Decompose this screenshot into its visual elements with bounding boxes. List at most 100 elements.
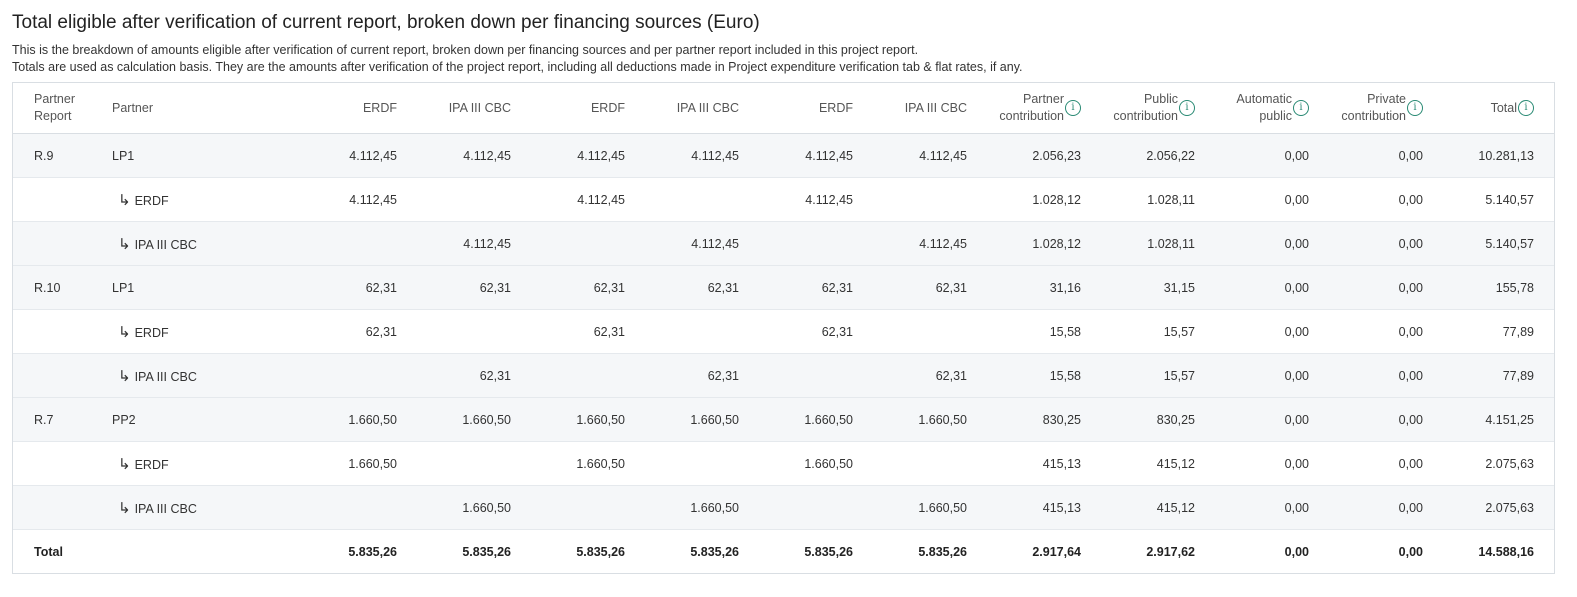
table-row-fund-breakdown: ↳ IPA III CBC 4.112,45 4.112,45 4.112,45 1.02… — [13, 221, 1554, 266]
col-header-automatic-public-line2: public — [1259, 109, 1292, 123]
table-row-partner-report: R.9 LP1 4.112,45 4.112,45 4.112,45 4.112,45 4.… — [13, 133, 1554, 178]
cell-c6 — [861, 177, 975, 222]
cell-priv: 0,00 — [1317, 441, 1431, 486]
table-row-fund-breakdown: ↳ IPA III CBC 62,31 62,31 62,31 15,58 15,57 0,0… — [13, 353, 1554, 398]
cell-c2 — [405, 177, 519, 222]
cell-pub: 15,57 — [1089, 309, 1203, 354]
info-icon[interactable]: i — [1293, 100, 1309, 116]
cell-pub: 1.028,11 — [1089, 221, 1203, 266]
cell-c3: 4.112,45 — [519, 133, 633, 178]
cell-c5: 1.660,50 — [747, 397, 861, 442]
cell-total: 2.075,63 — [1431, 485, 1554, 530]
sub-arrow-icon: ↳ — [118, 234, 131, 253]
cell-partner-label: LP1 — [112, 280, 135, 295]
cell-auto: 0,00 — [1203, 221, 1317, 266]
financing-breakdown-table: Partner Report Partner ERDF IPA III CBC … — [13, 83, 1554, 573]
cell-c4: 4.112,45 — [633, 133, 747, 178]
cell-total-c2: 5.835,26 — [462, 544, 511, 559]
cell-partner-label: ERDF — [134, 457, 169, 472]
cell-partner-label: ERDF — [134, 325, 169, 340]
cell-c3: 62,31 — [519, 265, 633, 310]
cell-total: 4.151,25 — [1431, 397, 1554, 442]
col-header-erdf: ERDF — [302, 83, 405, 134]
cell-c5 — [747, 485, 861, 530]
cell-total-label: Total — [34, 544, 63, 559]
cell-total-total: 14.588,16 — [1478, 544, 1534, 559]
cell-c3 — [519, 485, 633, 530]
cell-auto: 0,00 — [1203, 309, 1317, 354]
cell-auto: 0,00 — [1203, 353, 1317, 398]
cell-c1: 4.112,45 — [302, 133, 405, 178]
sub-arrow-icon: ↳ — [118, 454, 131, 473]
cell-c1 — [302, 353, 405, 398]
cell-auto: 0,00 — [1203, 485, 1317, 530]
cell-pub: 830,25 — [1089, 397, 1203, 442]
cell-pub: 415,12 — [1089, 441, 1203, 486]
cell-priv: 0,00 — [1317, 353, 1431, 398]
col-header-partner-contribution-line2: contribution — [999, 109, 1064, 123]
cell-pc: 15,58 — [975, 353, 1089, 398]
cell-partner-report: R.10 — [13, 265, 104, 310]
cell-c3 — [519, 353, 633, 398]
cell-c5: 62,31 — [747, 265, 861, 310]
cell-c4 — [633, 309, 747, 354]
cell-priv: 0,00 — [1317, 265, 1431, 310]
col-header-ipa: IPA III CBC — [633, 83, 747, 134]
cell-partner-report: R.7 — [13, 397, 104, 442]
cell-total: 2.075,63 — [1431, 441, 1554, 486]
cell-c4: 1.660,50 — [633, 397, 747, 442]
cell-partner-label: IPA III CBC — [134, 369, 197, 384]
cell-c2: 62,31 — [405, 265, 519, 310]
cell-auto: 0,00 — [1203, 177, 1317, 222]
cell-pc: 1.028,12 — [975, 221, 1089, 266]
cell-pc: 415,13 — [975, 441, 1089, 486]
info-icon[interactable]: i — [1407, 100, 1423, 116]
info-icon[interactable]: i — [1065, 100, 1081, 116]
cell-total-pc: 2.917,64 — [1032, 544, 1081, 559]
cell-c1: 1.660,50 — [302, 441, 405, 486]
col-header-erdf: ERDF — [519, 83, 633, 134]
cell-auto: 0,00 — [1203, 397, 1317, 442]
cell-pub: 415,12 — [1089, 485, 1203, 530]
cell-c3: 62,31 — [519, 309, 633, 354]
table-row-partner-report: R.10 LP1 62,31 62,31 62,31 62,31 62,31 62,31 31,… — [13, 265, 1554, 310]
col-header-partner-contribution-line1: Partner — [1023, 92, 1064, 106]
cell-partner: ↳ ERDF — [104, 309, 302, 354]
col-header-private-contribution-line1: Private — [1367, 92, 1406, 106]
cell-partner-label: IPA III CBC — [134, 237, 197, 252]
info-icon[interactable]: i — [1179, 100, 1195, 116]
cell-priv: 0,00 — [1317, 133, 1431, 178]
cell-total: 77,89 — [1431, 353, 1554, 398]
cell-partner: ↳ IPA III CBC — [104, 221, 302, 266]
cell-c6: 4.112,45 — [861, 221, 975, 266]
cell-total-priv: 0,00 — [1398, 544, 1423, 559]
cell-auto: 0,00 — [1203, 133, 1317, 178]
cell-c5: 1.660,50 — [747, 441, 861, 486]
table-row-fund-breakdown: ↳ IPA III CBC 1.660,50 1.660,50 1.660,50 415,… — [13, 485, 1554, 530]
cell-c1: 62,31 — [302, 265, 405, 310]
cell-priv: 0,00 — [1317, 309, 1431, 354]
cell-total-c3: 5.835,26 — [576, 544, 625, 559]
cell-c5: 4.112,45 — [747, 177, 861, 222]
cell-partner-report — [13, 177, 104, 222]
cell-c2: 4.112,45 — [405, 133, 519, 178]
sub-arrow-icon: ↳ — [118, 498, 131, 517]
cell-priv: 0,00 — [1317, 485, 1431, 530]
cell-partner-label: ERDF — [134, 193, 169, 208]
col-header-total-label: Total — [1490, 100, 1517, 115]
financing-table-container: Partner Report Partner ERDF IPA III CBC … — [12, 82, 1555, 574]
cell-c6 — [861, 441, 975, 486]
col-header-public-contribution: Public contribution i — [1089, 83, 1203, 134]
cell-partner: PP2 — [104, 397, 302, 442]
cell-pc: 1.028,12 — [975, 177, 1089, 222]
table-row-fund-breakdown: ↳ ERDF 62,31 62,31 62,31 15,58 15,57 0,00 0,00 77… — [13, 309, 1554, 354]
cell-c4: 1.660,50 — [633, 485, 747, 530]
cell-c4: 62,31 — [633, 353, 747, 398]
col-header-partner: Partner — [104, 83, 302, 134]
cell-total-c5: 5.835,26 — [804, 544, 853, 559]
info-icon[interactable]: i — [1518, 100, 1534, 116]
table-row-fund-breakdown: ↳ ERDF 1.660,50 1.660,50 1.660,50 415,13 415,1… — [13, 441, 1554, 486]
cell-partner-report — [13, 309, 104, 354]
cell-partner: ↳ IPA III CBC — [104, 353, 302, 398]
cell-partner-label: LP1 — [112, 148, 135, 163]
